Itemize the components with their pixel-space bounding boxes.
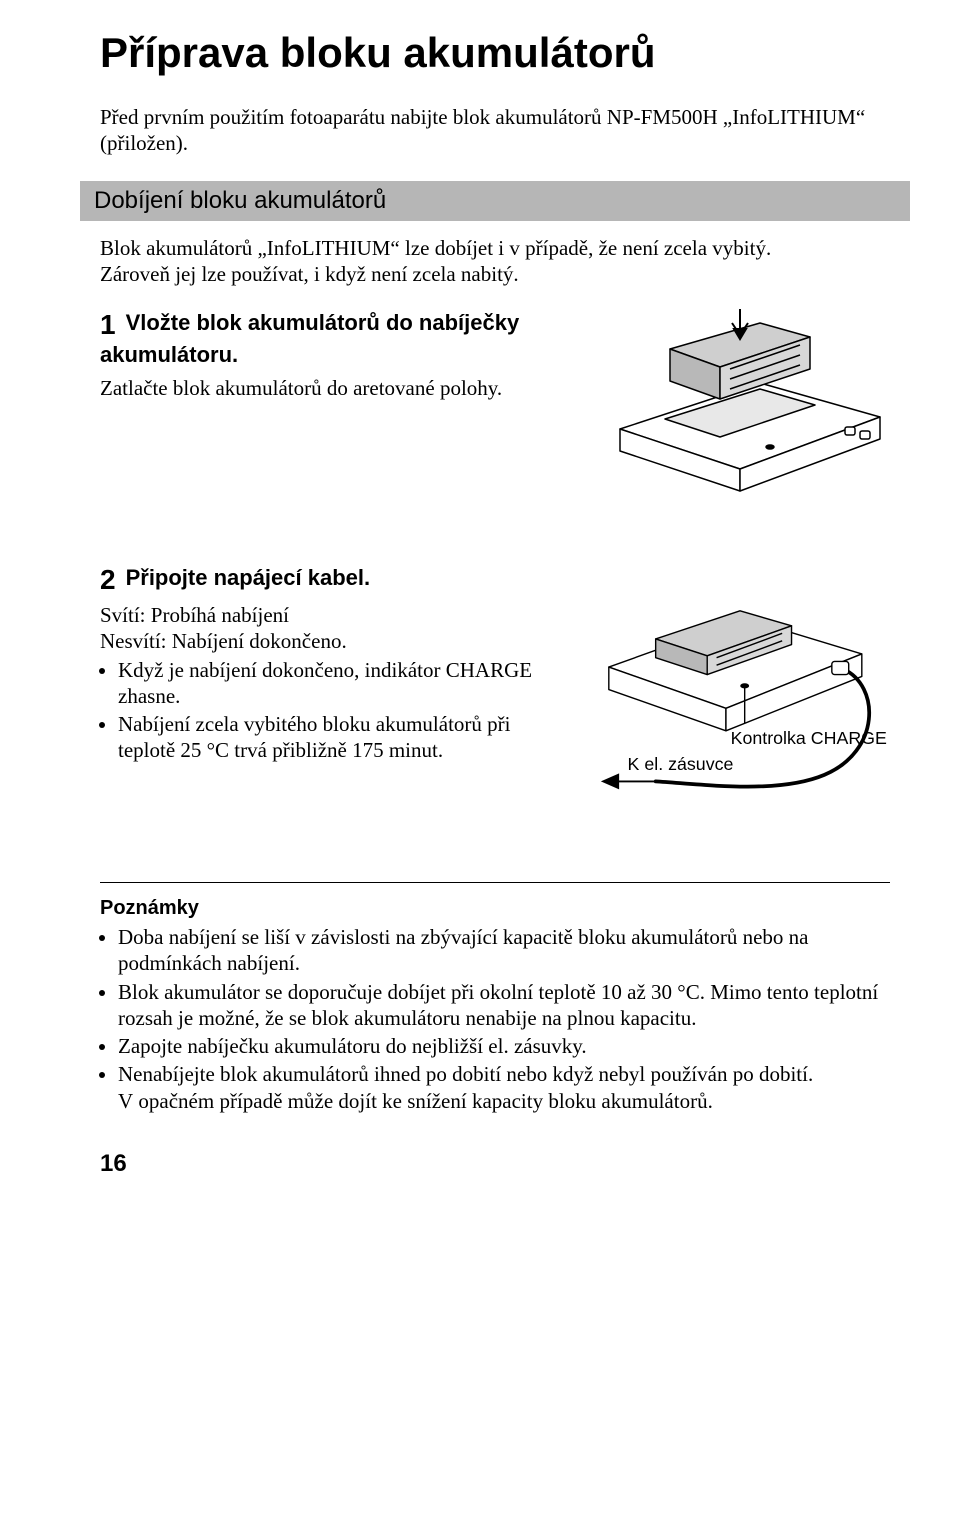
step-2-heading-block: 2 Připojte napájecí kabel. (100, 564, 570, 596)
step-2-illustration: Kontrolka CHARGE K el. zásuvce (590, 564, 890, 822)
step-1-text: 1 Vložte blok akumulátorů do nabíječky a… (100, 309, 590, 401)
step-2-bullets: Když je nabíjení dokončeno, indikátor CH… (100, 657, 570, 764)
step-2-bullet: Když je nabíjení dokončeno, indikátor CH… (118, 657, 570, 710)
notes-heading: Poznámky (100, 897, 890, 920)
step-1-heading: Vložte blok akumulátorů do nabíječky aku… (100, 310, 519, 367)
step-2-body: Svítí: Probíhá nabíjení Nesvítí: Nabíjen… (100, 602, 570, 764)
page-title: Příprava bloku akumulátorů (100, 30, 890, 76)
charge-led-label: Kontrolka CHARGE (731, 728, 887, 748)
notes-list: Doba nabíjení se liší v závislosti na zb… (100, 924, 890, 1114)
charger-cable-icon: Kontrolka CHARGE K el. zásuvce (590, 564, 890, 817)
step-2-text: 2 Připojte napájecí kabel. Svítí: Probíh… (100, 564, 590, 766)
step-2-line-unlit: Nesvítí: Nabíjení dokončeno. (100, 629, 347, 653)
step-2-line-lit: Svítí: Probíhá nabíjení (100, 603, 289, 627)
step-1-number: 1 (100, 309, 116, 341)
outlet-label: K el. zásuvce (628, 754, 734, 774)
divider-rule (100, 882, 890, 883)
charger-insert-icon (590, 309, 890, 499)
step-1-body: Zatlačte blok akumulátorů do aretované p… (100, 375, 570, 401)
section-heading-bar: Dobíjení bloku akumulátorů (80, 181, 910, 221)
notes-item: Blok akumulátor se doporučuje dobíjet př… (118, 979, 890, 1032)
section-description: Blok akumulátorů „InfoLITHIUM“ lze dobíj… (100, 235, 890, 288)
notes-item: Zapojte nabíječku akumulátoru do nejbliž… (118, 1033, 890, 1059)
step-1-illustration (590, 309, 890, 504)
step-2-bullet: Nabíjení zcela vybitého bloku akumulátor… (118, 711, 570, 764)
page-number: 16 (100, 1150, 890, 1178)
notes-item: Doba nabíjení se liší v závislosti na zb… (118, 924, 890, 977)
notes-item: Nenabíjejte blok akumulátorů ihned po do… (118, 1061, 890, 1114)
manual-page: Příprava bloku akumulátorů Před prvním p… (0, 0, 960, 1218)
intro-paragraph: Před prvním použitím fotoaparátu nabijte… (100, 104, 890, 157)
step-2-heading: Připojte napájecí kabel. (126, 565, 371, 590)
step-1: 1 Vložte blok akumulátorů do nabíječky a… (100, 309, 890, 504)
step-1-heading-block: 1 Vložte blok akumulátorů do nabíječky a… (100, 309, 570, 369)
step-2: 2 Připojte napájecí kabel. Svítí: Probíh… (100, 564, 890, 822)
section-desc-line1: Blok akumulátorů „InfoLITHIUM“ lze dobíj… (100, 236, 771, 260)
step-2-number: 2 (100, 564, 116, 596)
section-desc-line2: Zároveň jej lze používat, i když není zc… (100, 262, 519, 286)
